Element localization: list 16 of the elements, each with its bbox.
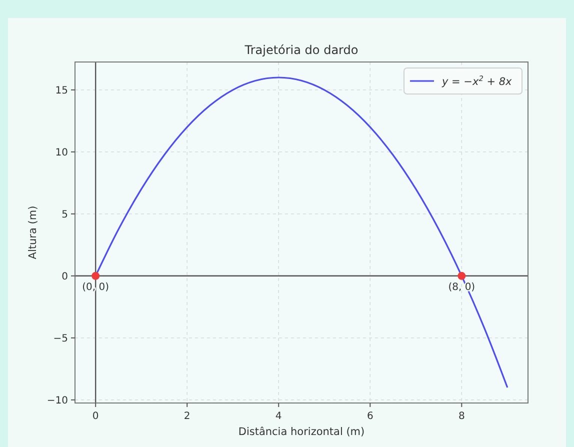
x-tick-label: 6 <box>366 411 374 422</box>
x-axis-title: Distância horizontal (m) <box>238 426 365 438</box>
y-tick-label: 15 <box>55 85 68 96</box>
x-tick-label: 0 <box>92 411 99 422</box>
y-tick-label: −10 <box>46 395 68 406</box>
y-tick-label: 10 <box>55 147 68 158</box>
chart-title: Trajetória do dardo <box>244 43 358 57</box>
y-tick-label: 0 <box>62 271 68 282</box>
y-tick-label: 5 <box>62 209 68 220</box>
y-axis-title: Altura (m) <box>27 206 39 260</box>
y-tick-label: −5 <box>53 333 68 344</box>
x-tick-label: 2 <box>184 411 190 422</box>
x-tick-label: 4 <box>275 411 282 422</box>
annotation: (0, 0) <box>82 282 110 293</box>
legend-label: y = −x$^{2}$ + 8x <box>441 74 513 88</box>
x-tick-label: 8 <box>458 411 465 422</box>
